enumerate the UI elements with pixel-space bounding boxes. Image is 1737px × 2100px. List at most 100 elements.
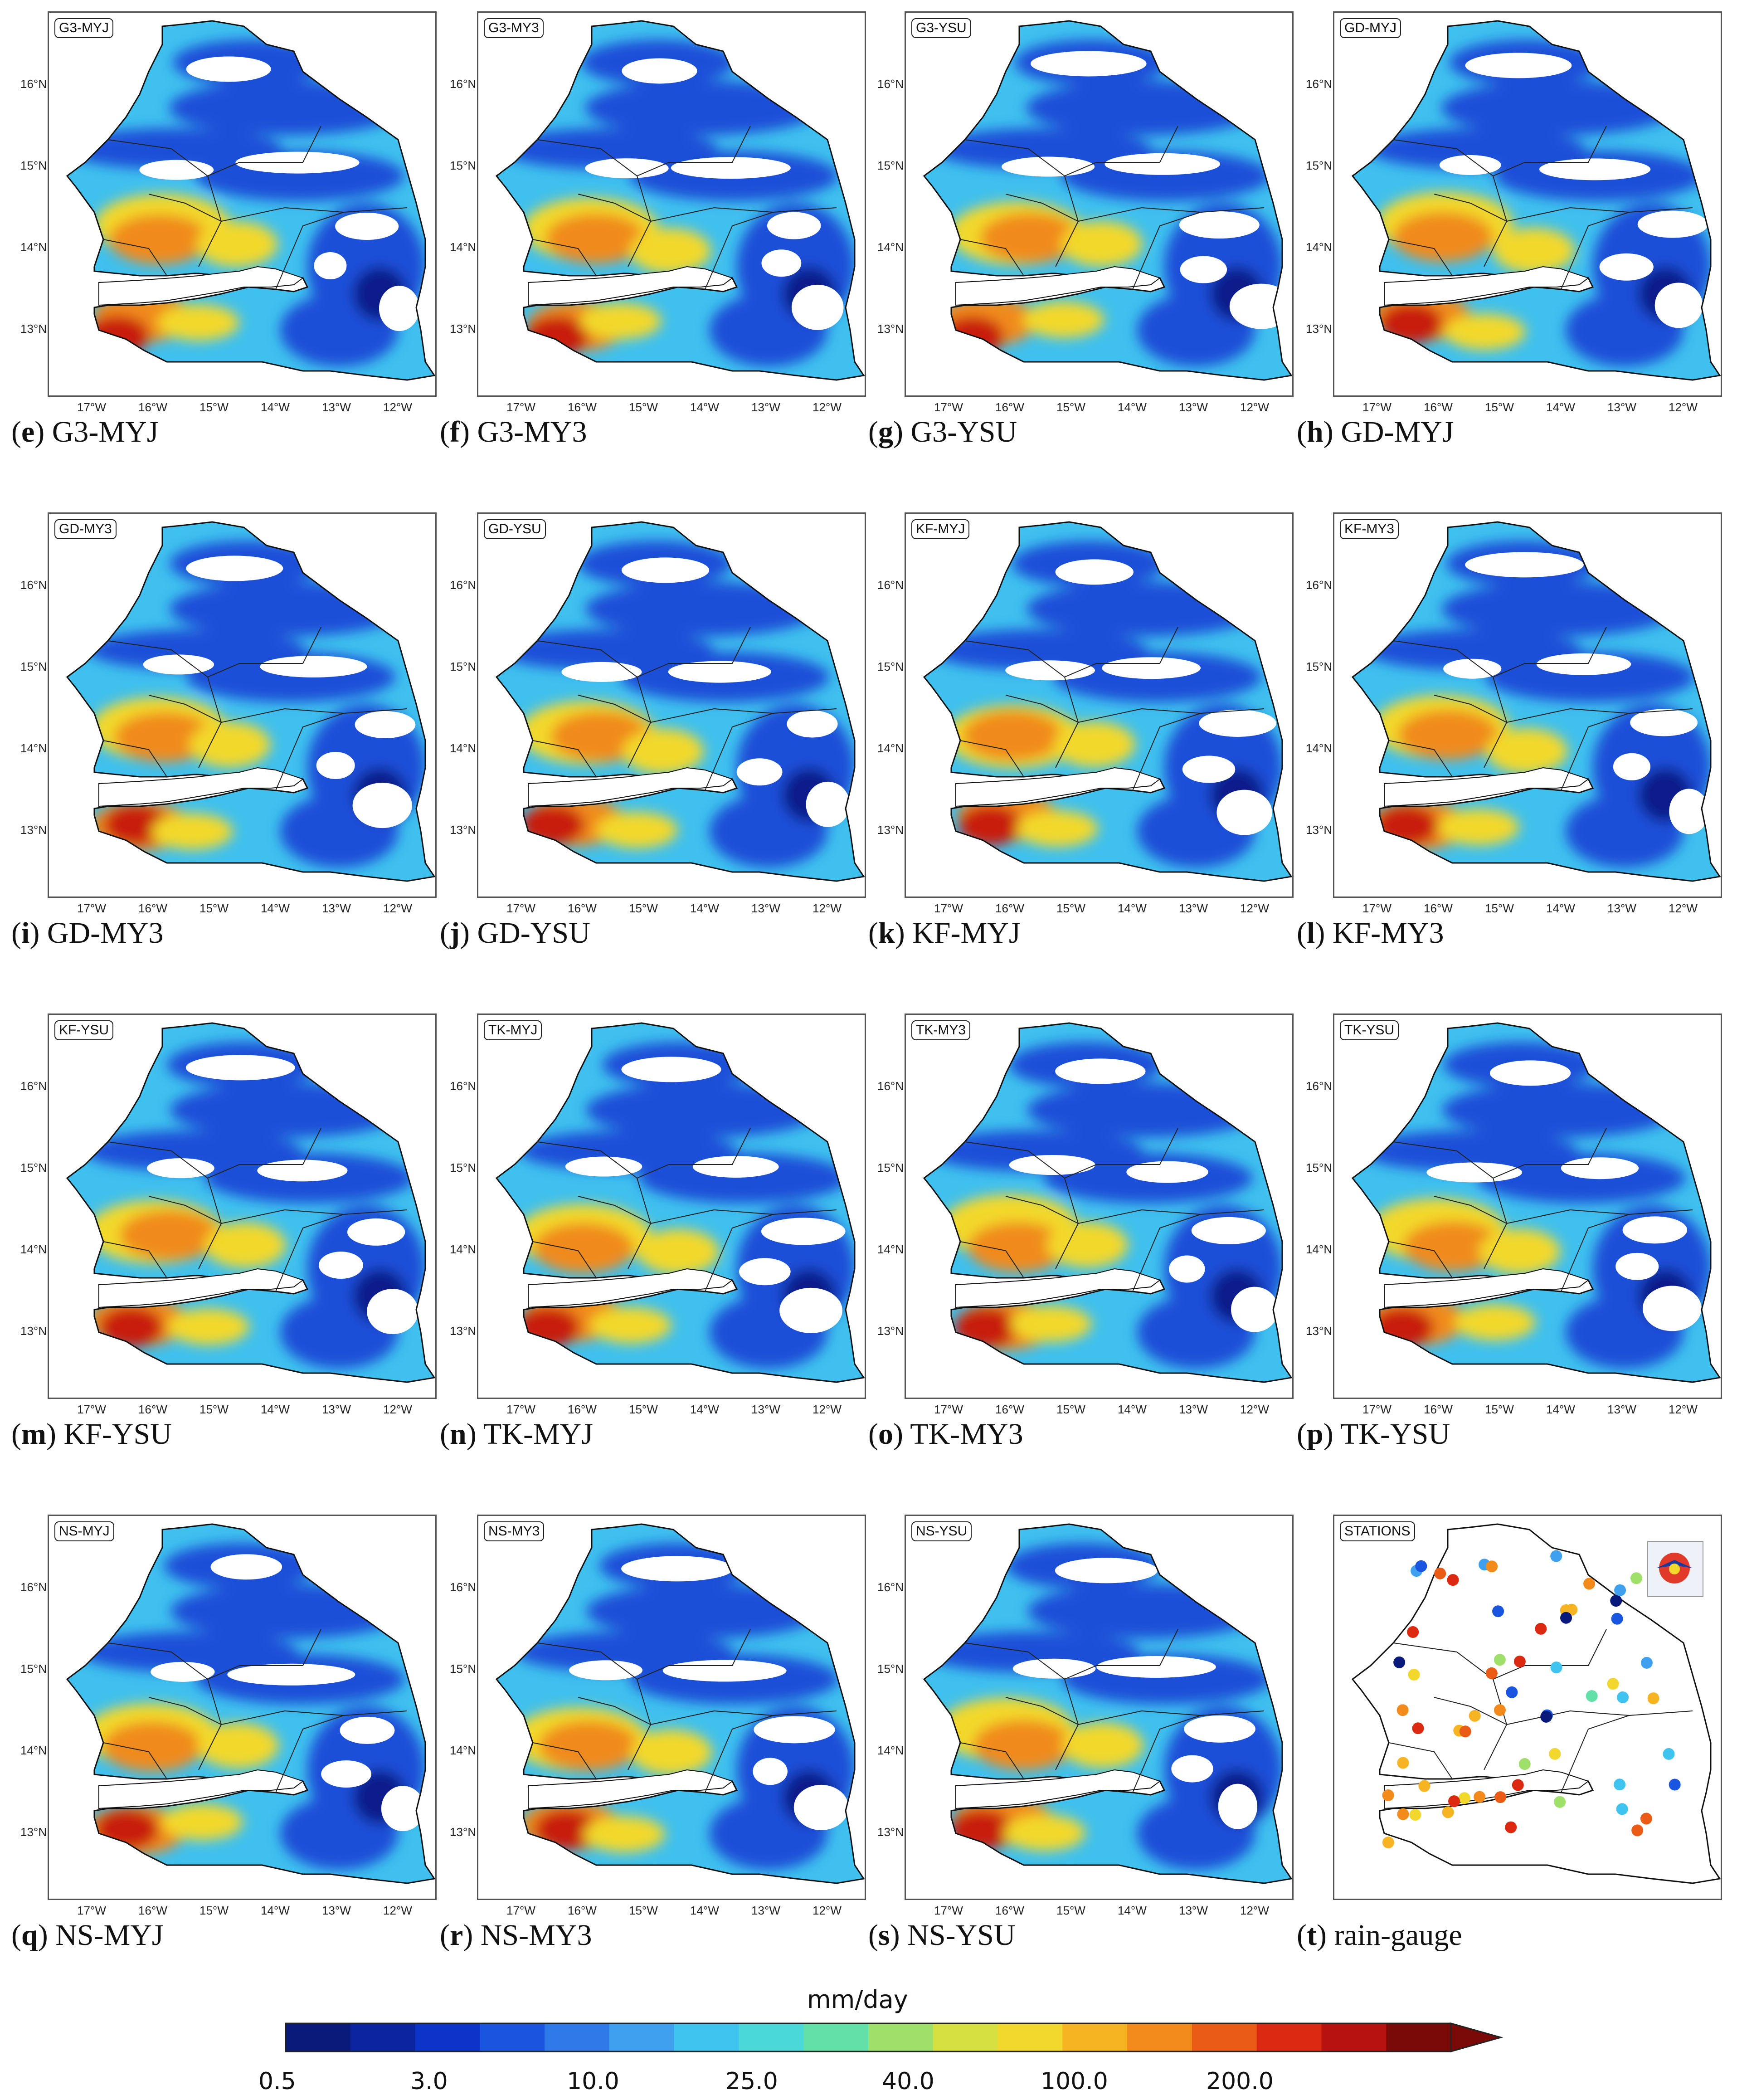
station-marker — [1397, 1757, 1409, 1769]
lon-label: 16°W — [568, 1403, 597, 1416]
gambia-region — [98, 266, 304, 306]
region-border — [148, 1196, 222, 1224]
region-border — [1096, 1128, 1178, 1165]
region-border — [107, 1642, 240, 1680]
dry-patch — [622, 58, 697, 84]
dry-patch — [761, 249, 802, 277]
dry-patch — [662, 1660, 787, 1682]
dry-patch — [1599, 253, 1654, 281]
lat-label: 15°N — [450, 1161, 477, 1174]
station-marker — [1640, 1657, 1653, 1669]
region-border — [532, 1241, 597, 1278]
country-outline — [495, 1523, 865, 1884]
panel-name: KF-MYJ — [912, 916, 1021, 950]
lat-label: 15°N — [20, 1161, 47, 1174]
panel-name: TK-MYJ — [483, 1418, 593, 1451]
lon-label: 16°W — [1424, 1403, 1453, 1416]
region-border — [1484, 1679, 1508, 1770]
country-outline — [66, 521, 435, 882]
lon-label: 15°W — [199, 400, 229, 414]
lon-label: 14°W — [690, 1403, 719, 1416]
colorbar-swatch — [480, 2023, 545, 2051]
station-marker — [1669, 1778, 1681, 1791]
dry-patch — [621, 557, 710, 583]
colorbar-tick-label: 25.0 — [725, 2068, 778, 2095]
lat-label: 14°N — [20, 741, 47, 755]
lon-label: 14°W — [261, 1904, 290, 1917]
lon-label: 12°W — [1669, 1403, 1698, 1416]
station-marker — [1486, 1560, 1498, 1573]
panel-caption: (g) G3-YSU — [868, 415, 1017, 448]
panel-tag: G3-MY3 — [484, 18, 544, 38]
colorbar-swatch — [1192, 2023, 1257, 2051]
lat-label: 14°N — [450, 1744, 477, 1757]
station-marker — [1408, 1669, 1420, 1681]
lon-label: 17°W — [77, 1904, 106, 1917]
colorbar-swatch — [1256, 2023, 1322, 2051]
lat-label: 14°N — [20, 1242, 47, 1256]
dry-patch — [381, 1786, 425, 1832]
region-border — [705, 1715, 774, 1793]
region-border — [1005, 194, 1079, 222]
station-marker — [1535, 1623, 1547, 1635]
colorbar-swatch — [350, 2023, 416, 2051]
region-border — [1005, 1196, 1079, 1224]
map-canvas — [66, 521, 435, 882]
map-canvas — [66, 1022, 435, 1383]
lat-label: 15°N — [20, 1662, 47, 1676]
dry-patch — [260, 655, 367, 677]
region-border — [964, 1642, 1097, 1680]
dry-patch — [1642, 1286, 1702, 1331]
lat-label: 15°N — [450, 660, 477, 673]
map-panel-g3-ysu: G3-YSU — [905, 11, 1294, 397]
dry-patch — [1171, 1755, 1213, 1783]
lon-label: 15°W — [1485, 1403, 1514, 1416]
region-border — [1005, 1697, 1079, 1725]
map-canvas — [923, 1022, 1292, 1383]
station-marker — [1614, 1584, 1626, 1596]
station-marker — [1550, 1661, 1562, 1674]
station-marker — [1607, 1678, 1619, 1690]
region-border — [239, 1629, 321, 1666]
panel-name: GD-YSU — [477, 916, 590, 950]
station-marker — [1617, 1691, 1629, 1704]
lon-label: 14°W — [1546, 1403, 1575, 1416]
dry-patch — [367, 1289, 418, 1335]
lon-label: 16°W — [1424, 400, 1453, 414]
lon-label: 16°W — [995, 400, 1024, 414]
dry-patch — [210, 1554, 282, 1580]
station-marker — [1663, 1748, 1675, 1760]
panel-name: NS-MY3 — [480, 1919, 592, 1952]
panel-letter: j — [449, 916, 460, 950]
region-border — [1388, 239, 1453, 276]
region-border — [1506, 708, 1693, 723]
lon-label: 15°W — [629, 901, 658, 915]
country-outline — [66, 1523, 435, 1884]
map-panel-ns-myj: NS-MYJ — [48, 1515, 437, 1900]
colorbar-swatch — [609, 2023, 675, 2051]
dry-patch — [1465, 552, 1584, 578]
dry-patch — [1489, 1060, 1571, 1086]
lon-label: 15°W — [1056, 1904, 1085, 1917]
panel-tag: TK-MYJ — [484, 1020, 542, 1040]
region-border — [1434, 695, 1507, 723]
panel-tag: NS-MY3 — [484, 1521, 545, 1541]
lat-label: 16°N — [20, 1580, 47, 1594]
map-panel-tk-ysu: TK-YSU — [1333, 1013, 1722, 1399]
lon-label: 16°W — [138, 1904, 167, 1917]
region-border — [239, 126, 321, 163]
colorbar-swatch — [803, 2023, 869, 2051]
country-outline — [923, 1523, 1292, 1884]
lat-label: 15°N — [1306, 660, 1333, 673]
region-border — [964, 640, 1097, 678]
region-border — [650, 708, 837, 723]
lon-label: 17°W — [77, 901, 106, 915]
dry-patch — [379, 286, 420, 331]
lon-label: 14°W — [261, 1403, 290, 1416]
dry-patch — [1179, 211, 1260, 239]
map-panel-g3-my3: G3-MY3 — [477, 11, 866, 397]
region-border — [964, 1141, 1097, 1179]
region-border — [578, 1697, 651, 1725]
station-marker — [1447, 1574, 1459, 1586]
dry-patch — [1055, 1558, 1158, 1584]
